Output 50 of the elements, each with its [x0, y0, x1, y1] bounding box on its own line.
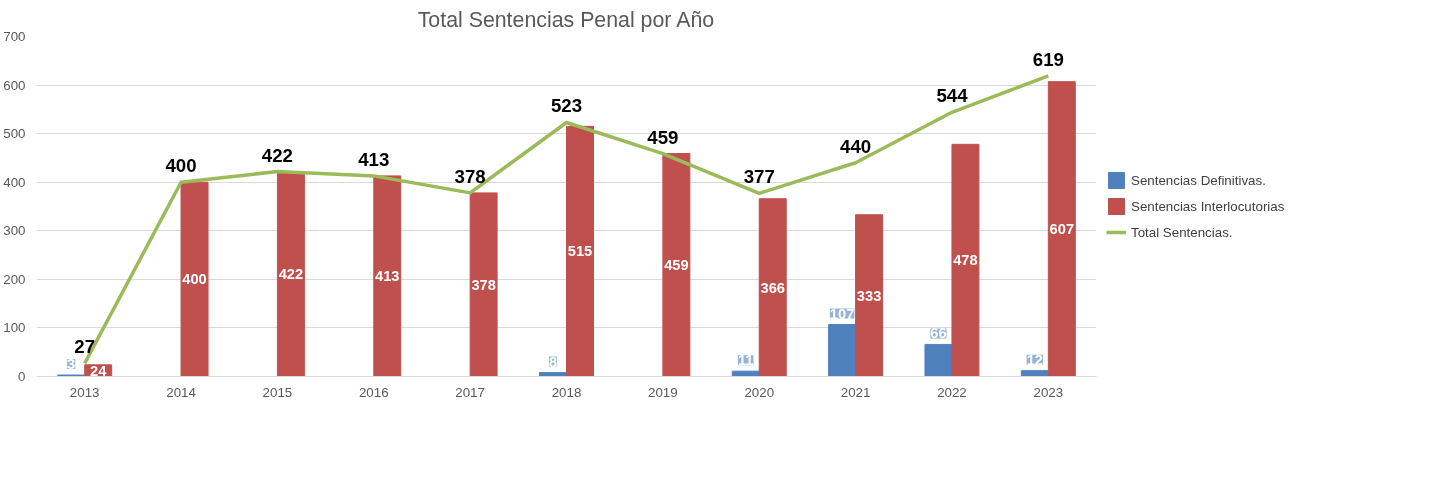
x-tick-label: 2023 — [1033, 384, 1064, 400]
data-label: 515 — [567, 243, 593, 260]
data-label: 422 — [261, 144, 293, 166]
legend-label: Sentencias Definitivas. — [1131, 172, 1266, 188]
data-label: 413 — [375, 268, 400, 285]
y-tick-label: 700 — [3, 29, 26, 44]
data-label: 66 — [930, 325, 947, 342]
y-tick-label: 400 — [3, 174, 26, 190]
y-tick-label: 200 — [3, 271, 26, 287]
y-tick-label: 600 — [3, 77, 26, 93]
x-tick-label: 2013 — [69, 384, 100, 400]
data-label: 459 — [647, 126, 679, 148]
data-label: 333 — [856, 287, 882, 304]
legend-label: Total Sentencias. — [1131, 224, 1233, 240]
data-label: 400 — [165, 155, 197, 177]
data-label: 459 — [664, 257, 689, 274]
x-tick-label: 2022 — [937, 384, 967, 400]
data-label: 378 — [454, 165, 486, 187]
data-label: 440 — [840, 135, 872, 157]
data-label: 3 — [67, 356, 76, 373]
x-tick-label: 2017 — [455, 384, 485, 400]
x-tick-label: 2020 — [744, 384, 775, 400]
data-label: 544 — [936, 85, 969, 107]
chart-title: Total Sentencias Penal por Año — [417, 7, 715, 32]
data-label: 478 — [953, 252, 978, 269]
x-tick-label: 2019 — [648, 384, 678, 400]
data-label: 422 — [278, 266, 304, 283]
x-tick-label: 2016 — [358, 384, 389, 400]
data-label: 107 — [829, 305, 855, 322]
data-label: 413 — [358, 148, 390, 170]
y-tick-label: 0 — [18, 369, 26, 384]
data-label: 523 — [550, 95, 583, 117]
data-label: 11 — [737, 352, 754, 369]
legend-label: Sentencias Interlocutorias — [1131, 198, 1285, 214]
data-label: 12 — [1026, 351, 1043, 368]
data-label: 24 — [90, 362, 108, 379]
x-tick-label: 2021 — [840, 384, 871, 400]
data-label: 378 — [471, 276, 496, 293]
data-label: 400 — [182, 271, 207, 288]
x-tick-label: 2015 — [262, 384, 293, 400]
data-label: 366 — [760, 279, 785, 296]
data-label: 619 — [1032, 48, 1064, 70]
data-label: 607 — [1049, 221, 1075, 238]
data-label: 8 — [548, 353, 558, 370]
y-tick-label: 300 — [3, 223, 26, 239]
x-tick-label: 2018 — [551, 384, 582, 400]
y-tick-label: 500 — [3, 126, 26, 142]
x-tick-label: 2014 — [166, 384, 197, 400]
y-tick-label: 100 — [3, 320, 26, 336]
data-label: 377 — [743, 166, 775, 188]
